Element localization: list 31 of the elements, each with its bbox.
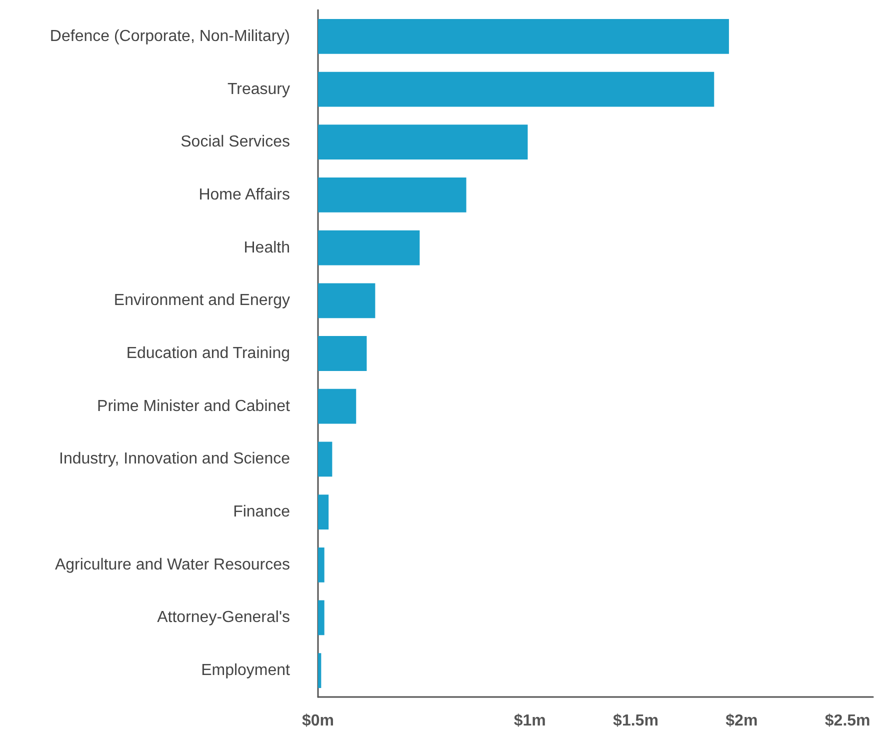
y-tick-label: Social Services	[180, 134, 290, 151]
bar	[318, 388, 356, 424]
y-tick-label: Agriculture and Water Resources	[54, 556, 290, 574]
y-tick-label: Defence (Corporate, Non-Military)	[50, 28, 290, 45]
bar	[318, 18, 729, 54]
bar	[318, 72, 714, 107]
y-tick-label: Prime Minister and Cabinet	[97, 398, 291, 415]
bar	[318, 547, 324, 582]
bar	[318, 442, 332, 477]
y-tick-label: Finance	[233, 504, 290, 521]
bar	[318, 230, 420, 266]
x-tick-label: $1.5m	[613, 712, 658, 730]
x-tick-label: $2m	[726, 712, 758, 730]
bar	[318, 124, 528, 160]
y-tick-label: Attorney-General's	[157, 609, 290, 626]
bar	[318, 600, 324, 636]
bar	[318, 494, 329, 530]
bar	[318, 336, 367, 371]
y-tick-label: Employment	[201, 662, 291, 680]
x-tick-label: $2.5m	[824, 712, 870, 730]
y-tick-label: Environment and Energy	[114, 292, 290, 310]
x-tick-label: $0m	[302, 712, 334, 730]
x-tick-label: $1m	[514, 712, 546, 730]
bar	[318, 653, 322, 688]
y-tick-label: Industry, Innovation and Science	[59, 450, 290, 468]
y-tick-label: Health	[244, 239, 290, 256]
bar	[318, 178, 466, 212]
y-tick-label: Education and Training	[126, 345, 290, 362]
bar	[318, 283, 376, 318]
y-tick-label: Treasury	[227, 80, 290, 98]
y-tick-label: Home Affairs	[198, 186, 290, 204]
